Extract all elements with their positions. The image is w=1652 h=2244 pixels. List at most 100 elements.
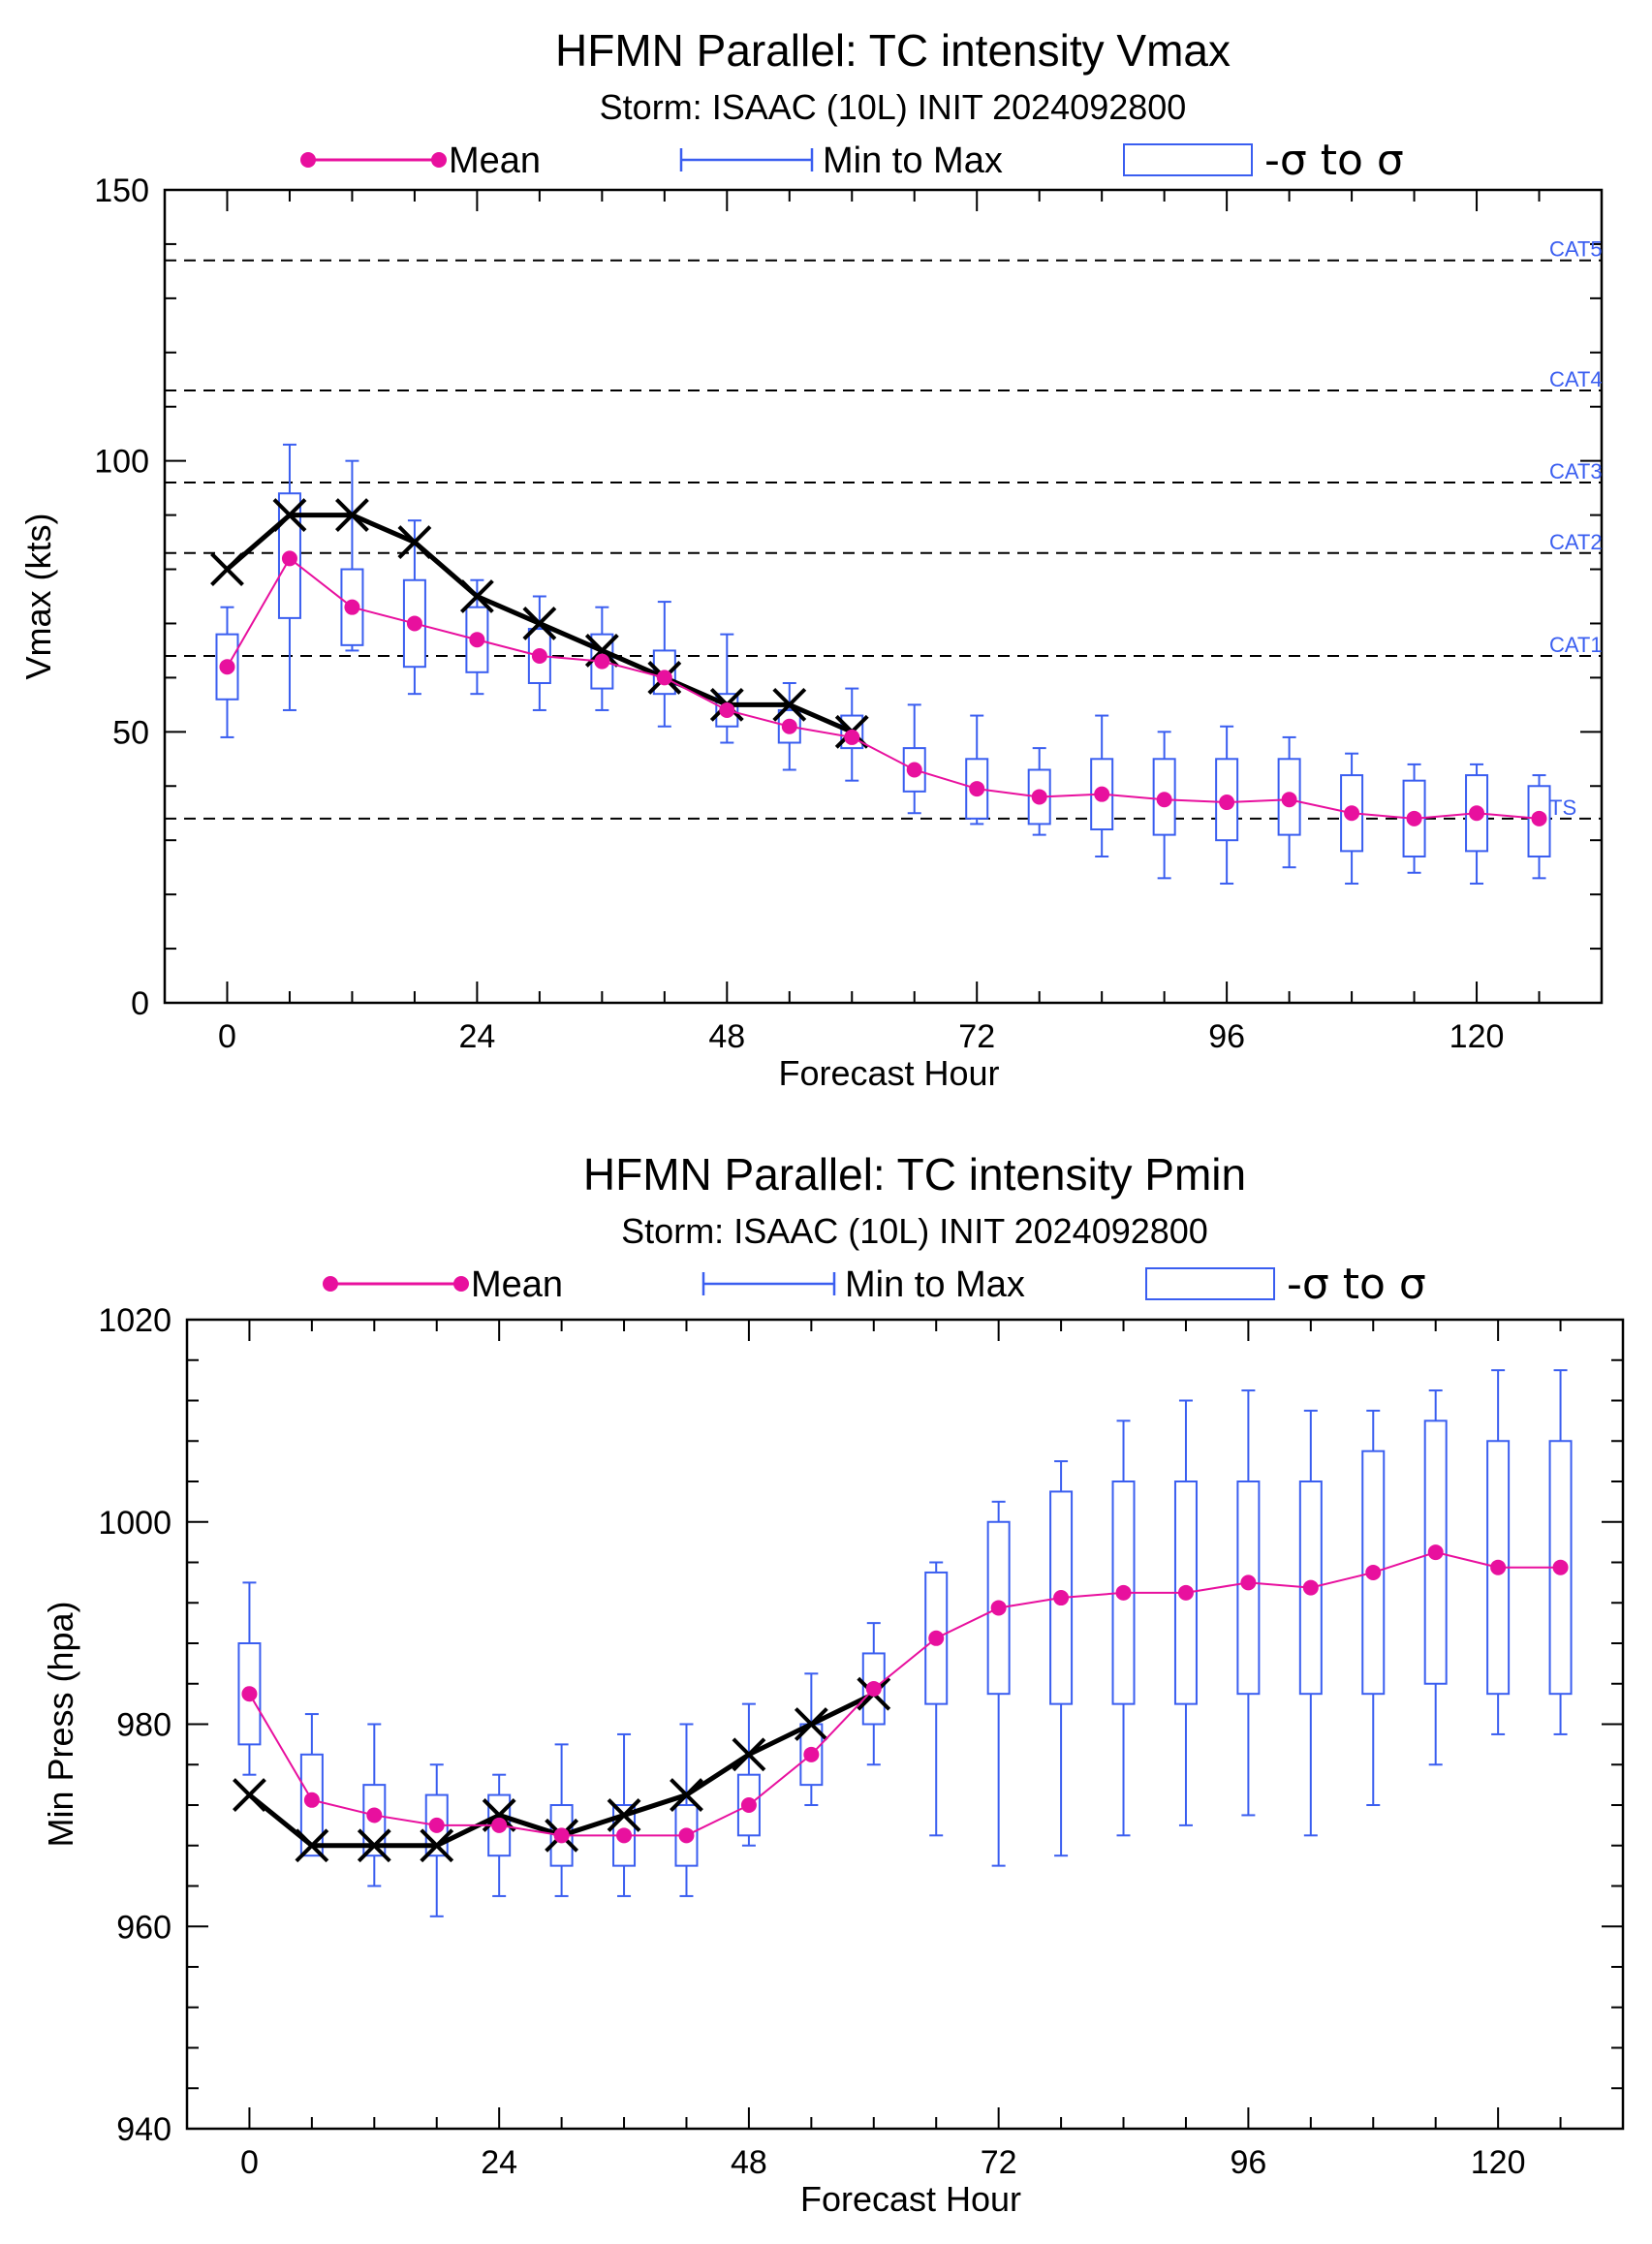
mean-point [1240,1574,1257,1591]
category-label-cat2: CAT2 [1549,530,1603,554]
category-label-cat5: CAT5 [1549,237,1603,262]
best-track-marker [772,687,807,722]
x-mark-stroke [210,552,244,586]
mean-line [248,1551,1561,1837]
legend-mean-marker [300,152,316,168]
mean-line [226,556,1540,820]
y-tick-label: 940 [116,2111,171,2148]
sigma-boxes [215,492,1551,857]
x-tick-label: 24 [481,2144,517,2181]
chart-panel-2: HFMN Parallel: TC intensity Pmin Storm: I… [41,1149,1625,2219]
mean-point [990,1600,1007,1616]
chart-subtitle: Storm: ISAAC (10L) INIT 2024092800 [621,1211,1208,1251]
category-label-cat1: CAT1 [1549,633,1603,657]
mean-point [1177,1584,1194,1601]
mean-point [865,1680,882,1697]
y-tick-label: 50 [112,714,149,751]
chart-panel-1: HFMN Parallel: TC intensity Vmax Storm: I… [18,25,1604,1093]
legend-minmax-label: Min to Max [823,140,1003,181]
mean-point [1219,795,1235,811]
x-tick-label: 120 [1449,1018,1505,1055]
x-tick-label: 72 [958,1018,995,1055]
mean-point [594,653,610,670]
mean-point [1094,786,1110,802]
mean-point [616,1827,633,1844]
mean-point [1490,1559,1507,1575]
y-tick-label: 100 [94,444,149,481]
best-track-marker [272,498,307,533]
best-track-marker [233,1778,266,1812]
y-tick-label: 980 [116,1707,171,1744]
y-axis: 940 960 980 1000 1020 Min Press (hpa) [41,1302,1623,2148]
mean-point [553,1827,570,1844]
legend-sigma-box [1145,1267,1275,1300]
mean-point [281,550,297,567]
category-label-cat3: CAT3 [1549,459,1603,483]
best-track-marker [794,1707,828,1741]
best-track-marker [459,579,494,613]
y-axis-label: Min Press (hpa) [41,1601,80,1847]
mean-point [906,762,922,778]
x-mark-stroke [357,1828,391,1863]
mean-point [1031,789,1047,805]
legend: Mean Min to Max -σ to σ [300,136,1404,185]
sigma-boxes [237,1419,1573,1867]
x-axis-label: Forecast Hour [778,1053,999,1093]
x-axis: 0 24 48 72 96 120 Forecast Hour [218,190,1541,1093]
best-track-marker [397,525,432,559]
mean-point [366,1807,383,1823]
mean-point [678,1827,695,1844]
mean-point [1115,1584,1132,1601]
x-mark-stroke [420,1828,454,1863]
x-mark-stroke [272,498,307,533]
x-tick-label: 0 [240,2144,259,2181]
x-mark-stroke [459,579,494,613]
x-axis-label: Forecast Hour [800,2179,1021,2219]
plot-frame [185,1318,1625,2131]
category-label-cat4: CAT4 [1549,367,1603,391]
y-tick-label: 960 [116,1909,171,1946]
mean-point [469,632,485,648]
mean-series [241,1544,1569,1844]
mean-point [1156,792,1172,808]
legend-mean-marker [431,152,447,168]
legend-minmax-label: Min to Max [845,1264,1025,1305]
mean-point [1302,1579,1319,1596]
x-tick-label: 48 [708,1018,745,1055]
y-axis: 0 50 100 150 Vmax (kts) [18,172,1602,1022]
legend-mean-label: Mean [449,140,541,181]
chart-subtitle: Storm: ISAAC (10L) INIT 2024092800 [600,87,1187,127]
mean-point [803,1746,820,1762]
x-mark-stroke [397,525,432,559]
mean-point [844,729,860,745]
legend-mean-marker [453,1276,469,1292]
x-mark-stroke [522,607,557,640]
y-tick-label: 0 [131,985,149,1022]
mean-point [1531,810,1547,826]
mean-point [344,599,360,615]
legend-sigma-label: -σ to σ [1287,1260,1426,1309]
legend-mean-marker [323,1276,338,1292]
x-mark-stroke [794,1707,828,1741]
mean-point [303,1792,320,1808]
best-track-marker [670,1778,703,1812]
mean-point [428,1817,445,1833]
mean-point [656,670,672,686]
mean-point [928,1630,945,1646]
legend-sigma-label: -σ to σ [1264,136,1404,185]
chart-title: HFMN Parallel: TC intensity Pmin [583,1149,1246,1200]
best-track-marker [522,607,557,640]
legend-sigma-box [1123,143,1253,176]
mean-point [1053,1590,1070,1606]
chart-title: HFMN Parallel: TC intensity Vmax [555,25,1231,76]
best-track [210,498,869,749]
mean-point [969,781,985,797]
mean-series [219,550,1547,826]
category-label-ts: TS [1549,795,1576,820]
y-tick-label: 1020 [98,1302,171,1339]
legend-mean-label: Mean [471,1264,563,1305]
mean-point [719,701,735,718]
mean-point [1427,1544,1444,1561]
x-mark-stroke [732,1737,766,1772]
